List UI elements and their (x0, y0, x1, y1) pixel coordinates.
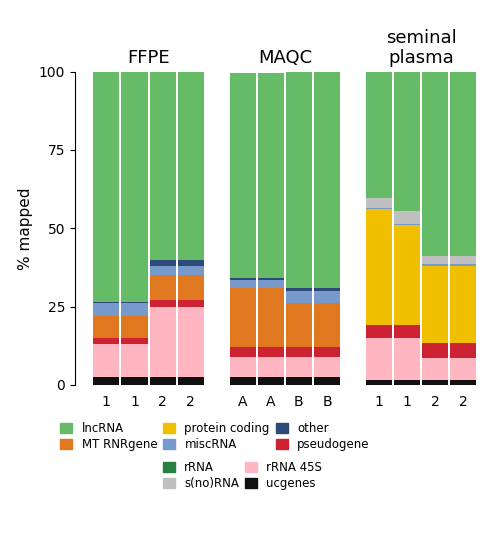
Bar (450, 359, 476, 380)
Bar (230, 280, 256, 288)
Bar (450, 72, 476, 256)
Bar (258, 288, 284, 348)
Bar (94, 338, 120, 344)
Bar (314, 291, 340, 304)
Text: FFPE: FFPE (127, 49, 170, 67)
Bar (314, 357, 340, 377)
Bar (122, 302, 148, 304)
Bar (178, 300, 204, 307)
Bar (150, 276, 176, 300)
Bar (150, 260, 176, 266)
Bar (422, 256, 448, 265)
Bar (286, 72, 312, 288)
Bar (122, 377, 148, 385)
Bar (122, 344, 148, 377)
Bar (122, 304, 148, 316)
Bar (366, 338, 392, 380)
Bar (258, 348, 284, 357)
Bar (122, 72, 148, 302)
Legend: rRNA, s(no)RNA, rRNA 45S, ucgenes: rRNA, s(no)RNA, rRNA 45S, ucgenes (163, 461, 322, 491)
Bar (258, 278, 284, 280)
Bar (150, 377, 176, 385)
Bar (178, 260, 204, 266)
Bar (450, 256, 476, 265)
Bar (366, 199, 392, 208)
Bar (178, 307, 204, 377)
Bar (366, 210, 392, 326)
Bar (230, 348, 256, 357)
Bar (178, 276, 204, 300)
Bar (394, 72, 420, 211)
Bar (94, 344, 120, 377)
Bar (178, 377, 204, 385)
Bar (94, 316, 120, 338)
Bar (230, 288, 256, 348)
Bar (286, 288, 312, 291)
Bar (258, 357, 284, 377)
Bar (94, 377, 120, 385)
Bar (230, 278, 256, 280)
Bar (394, 380, 420, 385)
Bar (94, 302, 120, 304)
Bar (422, 265, 448, 266)
Bar (314, 348, 340, 357)
Bar (394, 326, 420, 338)
Text: MAQC: MAQC (258, 49, 312, 67)
Bar (450, 265, 476, 266)
Bar (314, 377, 340, 385)
Bar (286, 304, 312, 348)
Bar (366, 208, 392, 210)
Bar (286, 348, 312, 357)
Bar (258, 280, 284, 288)
Bar (394, 225, 420, 326)
Bar (286, 357, 312, 377)
Bar (314, 288, 340, 291)
Bar (150, 307, 176, 377)
Bar (258, 73, 284, 278)
Bar (150, 72, 176, 260)
Bar (422, 72, 448, 256)
Bar (286, 291, 312, 304)
Bar (178, 72, 204, 260)
Bar (122, 316, 148, 338)
Bar (366, 380, 392, 385)
Bar (366, 72, 392, 199)
Bar (230, 377, 256, 385)
Bar (122, 338, 148, 344)
Bar (178, 266, 204, 276)
Bar (314, 72, 340, 288)
Bar (394, 223, 420, 225)
Bar (230, 357, 256, 377)
Bar (422, 343, 448, 359)
Bar (422, 359, 448, 380)
Bar (230, 73, 256, 278)
Bar (450, 266, 476, 343)
Bar (366, 326, 392, 338)
Y-axis label: % mapped: % mapped (18, 187, 34, 270)
Bar (94, 304, 120, 316)
Bar (422, 380, 448, 385)
Bar (150, 300, 176, 307)
Bar (94, 72, 120, 302)
Bar (314, 304, 340, 348)
Bar (150, 266, 176, 276)
Bar (286, 377, 312, 385)
Text: seminal
plasma: seminal plasma (386, 29, 456, 67)
Bar (394, 211, 420, 223)
Bar (450, 343, 476, 359)
Bar (258, 377, 284, 385)
Bar (394, 338, 420, 380)
Bar (422, 266, 448, 343)
Bar (450, 380, 476, 385)
